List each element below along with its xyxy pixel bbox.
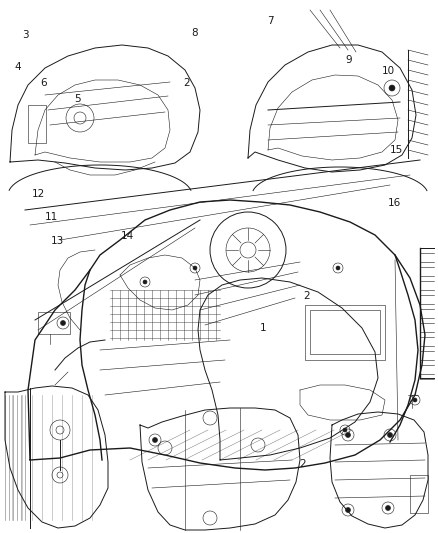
Circle shape	[413, 398, 417, 402]
Circle shape	[343, 428, 347, 432]
Circle shape	[346, 507, 350, 513]
Text: 4: 4	[14, 62, 21, 71]
Circle shape	[389, 85, 395, 91]
Circle shape	[346, 432, 350, 438]
Text: 13: 13	[51, 237, 64, 246]
Bar	[310, 310, 380, 354]
Text: 1: 1	[259, 323, 266, 333]
Circle shape	[60, 320, 66, 326]
Text: 6: 6	[40, 78, 47, 87]
Circle shape	[193, 266, 197, 270]
Text: 9: 9	[345, 55, 352, 64]
Text: 2: 2	[183, 78, 190, 87]
Text: 10: 10	[382, 66, 395, 76]
Text: 7: 7	[267, 17, 274, 26]
Circle shape	[388, 432, 392, 438]
Text: 3: 3	[22, 30, 29, 39]
Circle shape	[385, 505, 391, 511]
Text: 12: 12	[32, 189, 45, 199]
Text: 5: 5	[74, 94, 81, 103]
Text: 15: 15	[390, 146, 403, 155]
Bar	[305, 305, 385, 360]
Text: 11: 11	[45, 213, 58, 222]
Circle shape	[336, 266, 340, 270]
Text: 8: 8	[191, 28, 198, 38]
Bar	[410, 475, 428, 513]
Bar	[38, 312, 70, 334]
Text: 2: 2	[303, 291, 310, 301]
Bar	[28, 105, 46, 143]
Text: 2: 2	[299, 459, 306, 469]
Text: 14: 14	[120, 231, 134, 241]
Circle shape	[152, 438, 158, 442]
Text: 16: 16	[388, 198, 401, 207]
Circle shape	[143, 280, 147, 284]
